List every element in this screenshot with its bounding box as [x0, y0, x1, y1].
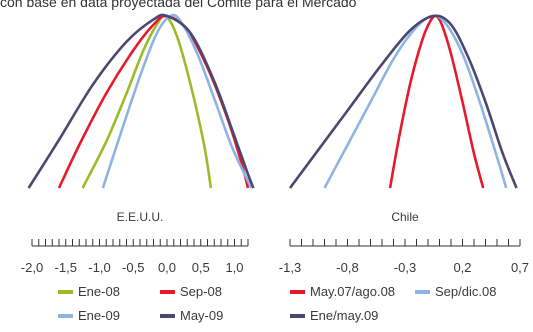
legend-label: Sep/dic.08 — [435, 284, 496, 299]
x-tick-label: -1,0 — [88, 260, 110, 275]
series-line-1-4 — [27, 13, 255, 189]
legend-label: Ene-09 — [78, 308, 120, 323]
x-tick-label: 0,7 — [511, 260, 529, 275]
panel-title: Chile — [391, 210, 419, 224]
legend-label: Ene/may.09 — [310, 308, 378, 323]
series-line-2-3 — [288, 14, 518, 189]
panel-title: E.E.U.U. — [117, 210, 164, 224]
x-tick-label: 0,5 — [192, 260, 210, 275]
legend-label: May.07/ago.08 — [310, 284, 395, 299]
legend-label: Ene-08 — [78, 284, 120, 299]
legend-label: Sep-08 — [180, 284, 222, 299]
x-tick-label: -2,0 — [21, 260, 43, 275]
x-tick-label: -0,3 — [394, 260, 416, 275]
series-line-2-2 — [323, 14, 508, 189]
legend-label: May-09 — [180, 308, 223, 323]
x-tick-label: 0,0 — [158, 260, 176, 275]
x-tick-label: -1,5 — [55, 260, 77, 275]
x-tick-label: -1,3 — [279, 260, 301, 275]
x-tick-label: 0,2 — [453, 260, 471, 275]
x-tick-label: -0,5 — [122, 260, 144, 275]
x-tick-label: -0,8 — [336, 260, 358, 275]
x-tick-label: 1,0 — [225, 260, 243, 275]
series-line-1-3 — [101, 13, 253, 189]
header-text: con base en data proyectada del Comité p… — [0, 0, 357, 10]
